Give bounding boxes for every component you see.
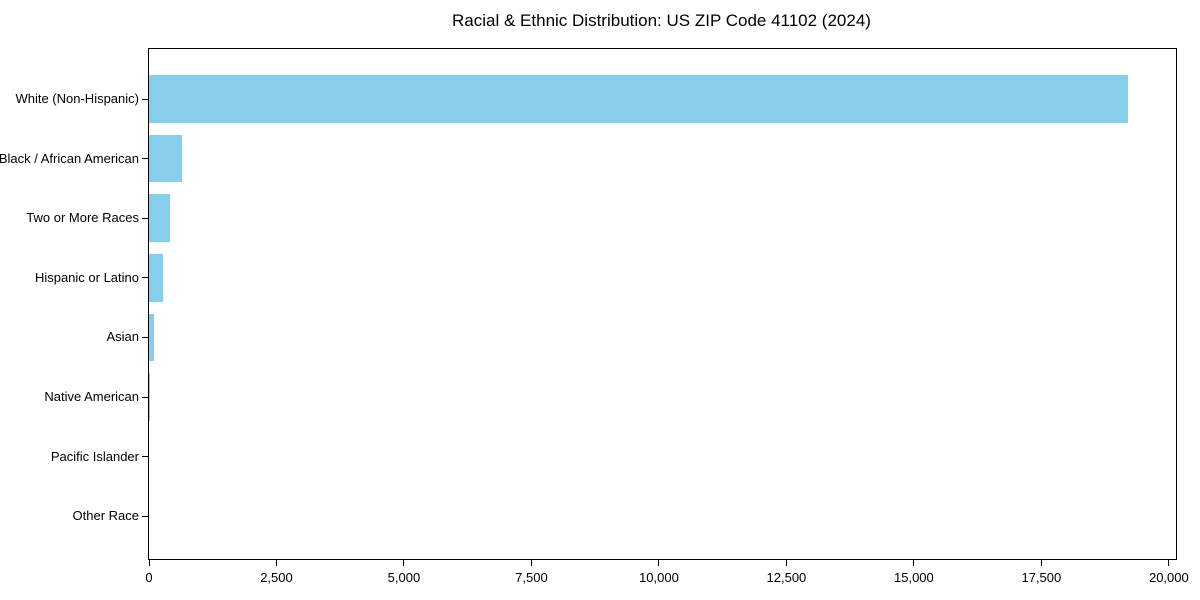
bar-native-american — [149, 373, 151, 421]
xtick-mark — [913, 559, 915, 566]
xtick-label-7-500: 7,500 — [515, 570, 548, 585]
xtick-mark — [530, 559, 532, 566]
ytick-mark — [142, 336, 149, 338]
ytick-mark — [142, 515, 149, 517]
ytick-mark — [142, 158, 149, 160]
bar-asian — [149, 313, 154, 362]
ytick-label-hispanic-or-latino: Hispanic or Latino — [34, 269, 139, 285]
ytick-label-black-african-american: Black / African American — [0, 150, 139, 166]
ytick-mark — [142, 396, 149, 398]
xtick-label-10-000: 10,000 — [639, 570, 679, 585]
xtick-label-17-500: 17,500 — [1021, 570, 1062, 585]
xtick-label-5-000: 5,000 — [387, 570, 421, 585]
chart-title: Racial & Ethnic Distribution: US ZIP Cod… — [452, 11, 871, 30]
xtick-label-15-000: 15,000 — [894, 570, 934, 585]
bar-white-non-hispanic — [149, 75, 1129, 123]
ytick-label-pacific-islander: Pacific Islander — [50, 448, 139, 464]
xtick-mark — [658, 559, 660, 566]
xtick-mark — [785, 559, 787, 566]
bar-two-or-more-races — [149, 194, 170, 242]
ytick-mark — [142, 456, 149, 458]
ytick-label-asian: Asian — [106, 329, 139, 345]
bar-hispanic-or-latino — [149, 254, 163, 302]
xtick-mark — [275, 559, 277, 566]
ytick-label-white-non-hispanic: White (Non-Hispanic) — [15, 91, 139, 106]
xtick-mark — [1040, 559, 1042, 566]
xtick-mark — [403, 559, 405, 566]
xtick-mark — [148, 559, 150, 566]
ytick-mark — [142, 217, 149, 219]
xtick-label-20-000: 20,000 — [1148, 570, 1189, 585]
ytick-mark — [142, 277, 149, 279]
xtick-label-12-500: 12,500 — [766, 570, 807, 585]
plot-area: White (Non-Hispanic) Black / African Amer… — [0, 48, 1189, 585]
bar-black-african-american — [149, 134, 182, 183]
xtick-mark — [1168, 559, 1170, 566]
xtick-label-2-500: 2,500 — [260, 570, 293, 585]
ytick-label-native-american: Native American — [44, 389, 139, 404]
ytick-label-two-or-more-races: Two or More Races — [26, 210, 139, 226]
ytick-label-other-race: Other Race — [72, 508, 139, 524]
ytick-mark — [142, 98, 149, 100]
xtick-label-0: 0 — [145, 570, 153, 585]
